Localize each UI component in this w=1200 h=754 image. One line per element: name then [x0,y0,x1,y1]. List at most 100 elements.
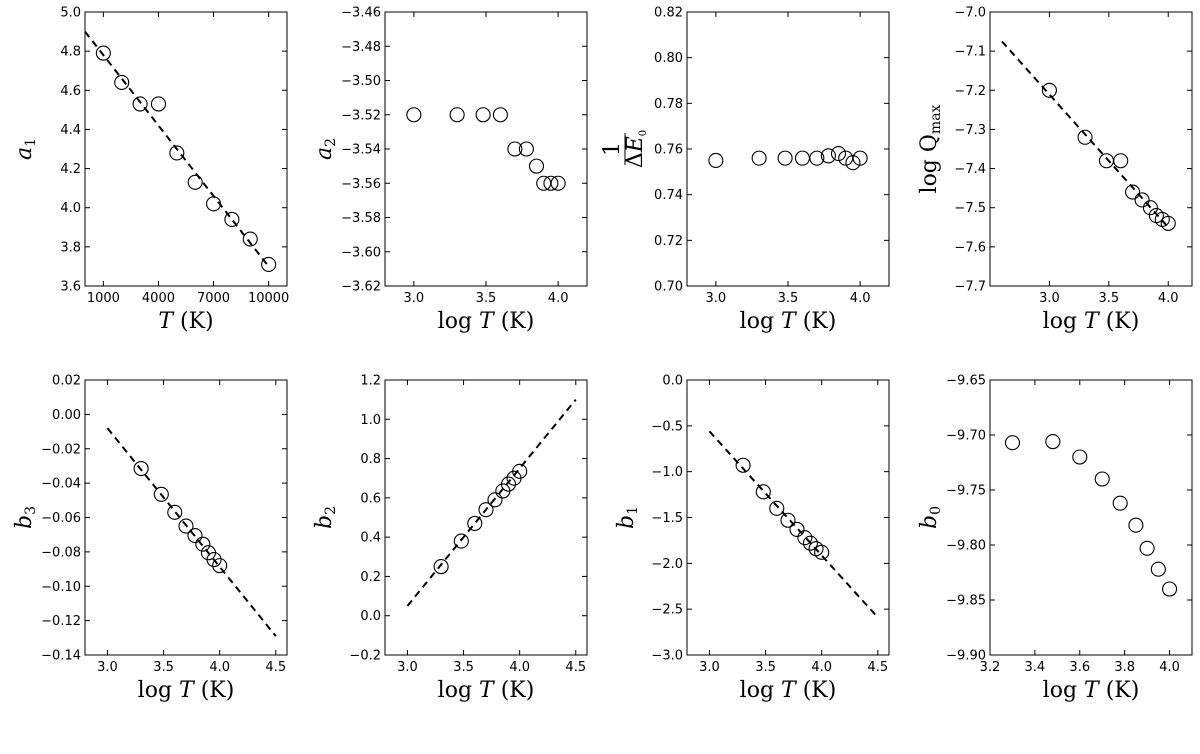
y-tick-label: 0.82 [654,6,683,21]
x-tick-label: 3.5 [476,291,497,306]
data-point [224,211,240,228]
axes-frame [384,11,588,287]
data-point [261,256,277,273]
data-point [1094,471,1110,487]
data-point [518,141,534,157]
y-tick-label: −7.1 [954,45,986,60]
data-point [814,544,830,560]
data-point [1098,153,1114,169]
x-tick-label: 3.0 [404,291,425,306]
x-tick-label: 4.0 [209,660,230,675]
data-point [708,152,724,168]
data-point [1162,581,1178,597]
y-tick-label: −9.65 [946,374,986,389]
panel-inv_dE0: 3.0 3.5 4.0 0.70 0.72 0.74 0.76 0.78 0.80 0.82 log… [600,6,890,334]
x-tick-label: 3.4 [1025,660,1046,675]
x-axis-label: log T (K) [1043,309,1140,334]
y-tick-label: −9.80 [946,539,986,554]
data-point [205,196,222,212]
data-point [1112,495,1128,511]
data-point [1142,200,1158,216]
data-point [500,476,516,492]
data-point [206,552,222,568]
data-point [809,150,825,166]
y-tick-label: −3.54 [341,143,381,158]
y-tick-label: −3.58 [341,211,381,226]
data-point [1150,561,1166,577]
y-tick-label: −7.2 [954,84,986,99]
y-tick-label: −3.50 [341,74,381,89]
data-point [195,536,211,552]
x-tick-label: 3.0 [699,660,720,675]
x-tick-label: 3.5 [153,660,174,675]
y-tick-label: −7.3 [954,123,986,138]
x-tick-label: 3.0 [1039,291,1060,306]
y-tick-label: −1.0 [651,465,683,480]
axes-frame [686,379,890,656]
y-tick-label: 0.72 [654,234,683,249]
y-axis-label: a2 [312,138,339,160]
y-tick-label: −9.70 [946,429,986,444]
panel-a2: 3.0 3.5 4.0 −3.62 −3.60 −3.58 −3.56 −3.54 −3.52 −… [312,6,588,334]
y-axis-label: b2 [312,506,339,529]
data-point [169,145,185,161]
x-tick-label: 3.6 [1069,660,1090,675]
data-point [1004,435,1020,451]
y-tick-label: 0.6 [360,491,381,506]
x-axis-label: log T (K) [740,309,837,334]
y-tick-label: 0.70 [654,280,683,295]
x-tick-label: 3.2 [980,660,1001,675]
data-point [755,484,771,500]
y-tick-label: −2.0 [651,557,683,572]
data-point [735,457,751,473]
y-tick-label: −7.0 [954,6,986,21]
y-tick-label: 1.2 [360,374,381,389]
y-tick-label: −3.0 [651,649,683,664]
x-tick-label: 4000 [142,291,175,306]
data-point [543,175,559,191]
x-tick-label: 3.5 [453,660,474,675]
data-point [802,535,818,551]
data-point [467,515,483,531]
data-point [406,107,422,123]
x-tick-label: 3.0 [397,660,418,675]
y-tick-label: −3.56 [341,177,381,192]
y-tick-label: −2.5 [651,603,683,618]
data-point [777,150,793,166]
data-point [475,107,491,123]
data-point [830,146,847,162]
data-point [492,107,508,123]
y-axis-label: a1 [12,138,39,160]
data-point [132,96,148,112]
data-point [780,512,796,528]
x-tick-label: 3.0 [97,660,118,675]
y-tick-label: −0.10 [41,580,81,595]
y-tick-label: −7.6 [954,240,986,255]
y-tick-label: 3.8 [60,240,81,255]
x-tick-label: 3.5 [1098,291,1119,306]
y-axis-label: b0 [917,506,944,529]
data-point [1125,184,1141,200]
fit-line [106,427,277,637]
y-tick-label: −3.60 [341,245,381,260]
data-point [150,96,167,112]
data-point [1041,82,1057,98]
y-tick-label: 0.74 [654,188,683,203]
y-tick-label: −0.02 [41,442,81,457]
y-tick-label: 5.0 [60,6,81,21]
data-point [187,174,203,190]
x-tick-label: 4.0 [811,660,832,675]
y-tick-label: 0.80 [654,51,683,66]
data-point [1139,540,1155,556]
data-point [507,141,523,157]
y-tick-label: −0.12 [41,614,81,629]
data-point [550,175,566,191]
x-tick-label: 1000 [87,291,120,306]
x-tick-label: 3.8 [1114,660,1135,675]
data-point [449,107,465,123]
data-point [478,502,494,518]
y-tick-label: −3.52 [341,108,381,123]
y-tick-label: −3.62 [341,280,381,295]
data-point [852,150,868,166]
data-point [1128,517,1144,533]
